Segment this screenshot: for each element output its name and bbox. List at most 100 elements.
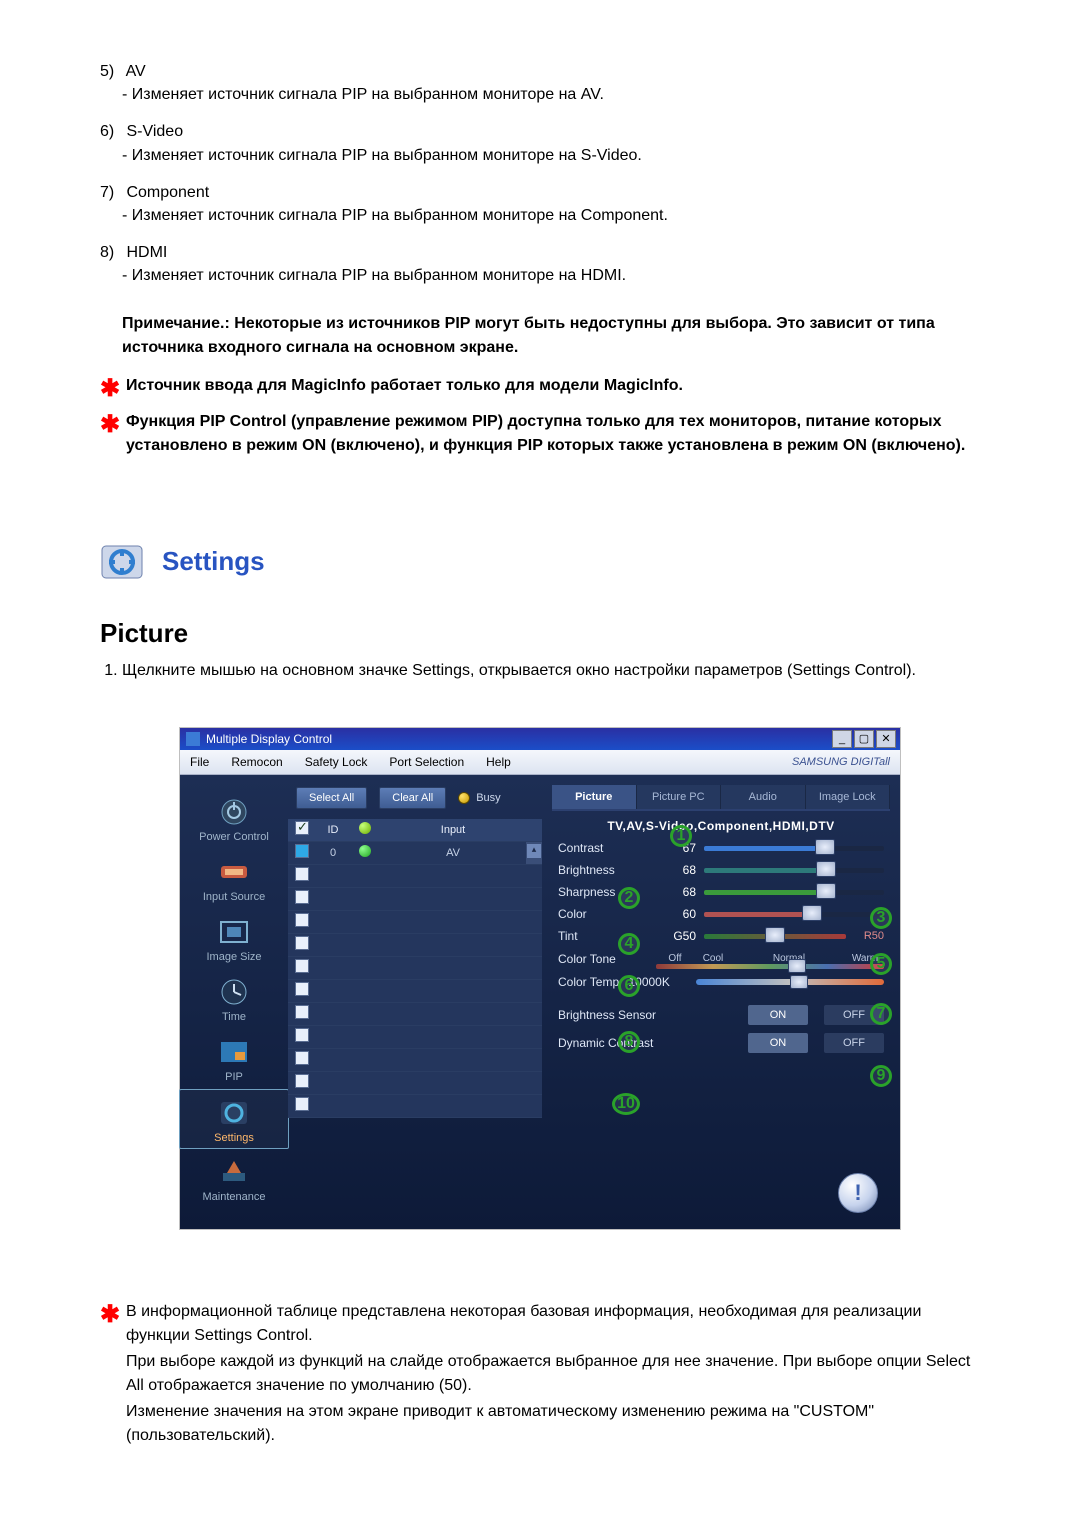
tint-slider[interactable] [704, 930, 846, 942]
tab-picture[interactable]: Picture [552, 785, 637, 809]
table-row[interactable]: 0 AV ▴ [288, 842, 542, 865]
sharpness-slider[interactable] [704, 886, 884, 898]
item-title: AV [126, 63, 146, 80]
colortemp-slider[interactable] [696, 979, 884, 985]
prop-label: Brightness [558, 863, 648, 877]
select-all-button[interactable]: Select All [296, 787, 367, 809]
menubar: File Remocon Safety Lock Port Selection … [180, 750, 900, 775]
sidebar-item-label: PIP [180, 1071, 288, 1083]
slider-knob[interactable] [788, 959, 806, 973]
close-button[interactable]: ✕ [876, 730, 896, 748]
bsensor-on-button[interactable]: ON [748, 1005, 808, 1025]
clear-all-button[interactable]: Clear All [379, 787, 446, 809]
panel-subtitle: TV,AV,S-Video,Component,HDMI,DTV [552, 811, 890, 839]
row-checkbox[interactable] [295, 959, 309, 973]
ctone-off: Off [656, 953, 694, 964]
row-checkbox[interactable] [295, 936, 309, 950]
row-id: 0 [316, 847, 350, 859]
dcontrast-on-button[interactable]: ON [748, 1033, 808, 1053]
table-row [288, 888, 542, 911]
contrast-slider[interactable] [704, 842, 884, 854]
callout-1: 1 [670, 825, 692, 847]
brand-label: SAMSUNG DIGITall [792, 756, 890, 768]
prop-value: 60 [656, 907, 696, 921]
note-text: Источник ввода для MagicInfo работает то… [126, 377, 683, 394]
table-row [288, 980, 542, 1003]
row-checkbox[interactable] [295, 1005, 309, 1019]
window-titlebar[interactable]: Multiple Display Control _ ▢ ✕ [180, 728, 900, 750]
sidebar-item-imagesize[interactable]: Image Size [180, 909, 288, 969]
header-checkbox[interactable] [295, 821, 309, 835]
prop-color-temp: Color Temp 10000K [558, 975, 884, 989]
color-slider[interactable] [704, 908, 884, 920]
table-row [288, 1095, 542, 1118]
settings-window: Multiple Display Control _ ▢ ✕ File Remo… [179, 727, 901, 1230]
row-checkbox[interactable] [295, 982, 309, 996]
picture-step-1: Щелкните мышью на основном значке Settin… [122, 659, 980, 683]
slider-knob[interactable] [816, 883, 836, 899]
dcontrast-off-button[interactable]: OFF [824, 1033, 884, 1053]
menu-help[interactable]: Help [486, 755, 511, 769]
callout-8: 8 [618, 1031, 640, 1053]
note-text: Функция PIP Control (управление режимом … [126, 413, 965, 454]
power-icon [217, 795, 251, 829]
prop-brightness: Brightness 68 [558, 863, 884, 877]
sidebar-item-maintenance[interactable]: Maintenance [180, 1149, 288, 1209]
callout-9: 9 [870, 1065, 892, 1087]
menu-file[interactable]: File [190, 755, 209, 769]
sidebar-item-input[interactable]: Input Source [180, 849, 288, 909]
sidebar-item-pip[interactable]: PIP [180, 1029, 288, 1089]
row-checkbox[interactable] [295, 1097, 309, 1111]
sidebar-item-power[interactable]: Power Control [180, 789, 288, 849]
scroll-up[interactable]: ▴ [526, 842, 542, 864]
sidebar-item-label: Input Source [180, 891, 288, 903]
callout-7: 7 [870, 1003, 892, 1025]
menu-port-selection[interactable]: Port Selection [389, 755, 464, 769]
row-checkbox[interactable] [295, 867, 309, 881]
row-checkbox[interactable] [295, 844, 309, 858]
tab-picture-pc[interactable]: Picture PC [637, 785, 722, 809]
table-row [288, 1003, 542, 1026]
row-checkbox[interactable] [295, 1074, 309, 1088]
tabs: Picture Picture PC Audio Image Lock [552, 785, 890, 811]
asterisk-icon: ✱ [100, 371, 120, 407]
sidebar: Power Control Input Source [180, 775, 288, 1229]
item-number: 7) [100, 181, 122, 204]
callout-3: 3 [870, 907, 892, 929]
colortone-slider[interactable]: Off Cool Normal Warm [656, 951, 884, 967]
prop-tint: Tint G50 R50 [558, 929, 884, 943]
sidebar-item-settings[interactable]: Settings [179, 1089, 289, 1149]
slider-knob[interactable] [815, 839, 835, 855]
sidebar-item-label: Time [180, 1011, 288, 1023]
item-desc: - Изменяет источник сигнала PIP на выбра… [100, 144, 980, 167]
item-title: S-Video [126, 123, 183, 140]
prop-value: 68 [656, 885, 696, 899]
col-id: ID [316, 824, 350, 836]
maximize-button[interactable]: ▢ [854, 730, 874, 748]
asterisk-icon: ✱ [100, 1297, 120, 1333]
menu-remocon[interactable]: Remocon [231, 755, 282, 769]
row-checkbox[interactable] [295, 1051, 309, 1065]
note-bottom: ✱ В информационной таблице представлена … [100, 1300, 980, 1448]
table-row [288, 1072, 542, 1095]
brightness-slider[interactable] [704, 864, 884, 876]
slider-knob[interactable] [802, 905, 822, 921]
info-button[interactable]: ! [838, 1173, 878, 1213]
sidebar-item-time[interactable]: Time [180, 969, 288, 1029]
row-checkbox[interactable] [295, 890, 309, 904]
tab-audio[interactable]: Audio [721, 785, 806, 809]
row-checkbox[interactable] [295, 913, 309, 927]
tab-image-lock[interactable]: Image Lock [806, 785, 891, 809]
slider-knob[interactable] [790, 975, 808, 989]
table-row [288, 1049, 542, 1072]
minimize-button[interactable]: _ [832, 730, 852, 748]
menu-safety-lock[interactable]: Safety Lock [305, 755, 368, 769]
callout-10: 10 [612, 1093, 640, 1115]
slider-knob[interactable] [816, 861, 836, 877]
display-list-panel: Select All Clear All Busy ID [288, 775, 542, 1229]
slider-knob[interactable] [765, 927, 785, 943]
display-grid: ID Input 0 AV ▴ [288, 819, 542, 1118]
row-input: AV [380, 847, 526, 859]
row-checkbox[interactable] [295, 1028, 309, 1042]
sidebar-item-label: Image Size [180, 951, 288, 963]
